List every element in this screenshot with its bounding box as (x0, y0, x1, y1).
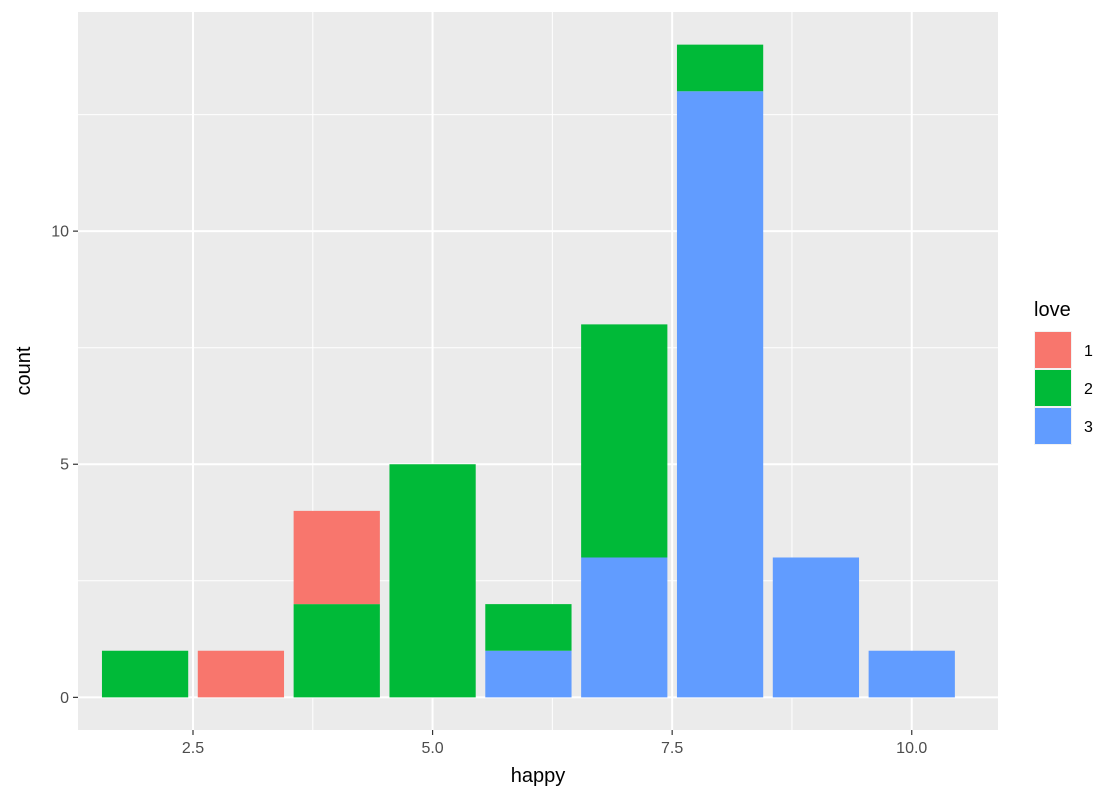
legend-swatch (1035, 370, 1071, 406)
legend-label: 1 (1084, 343, 1093, 360)
legend-label: 2 (1084, 381, 1093, 398)
bar-segment (197, 650, 285, 698)
bar-segment (772, 557, 860, 698)
bar-segment (581, 557, 668, 698)
bar-segment (676, 91, 764, 698)
bar-segment (389, 464, 476, 698)
legend-title: love (1034, 299, 1071, 321)
minor-gridlines (78, 12, 998, 730)
bar-segment (676, 44, 764, 92)
legend-label: 3 (1084, 419, 1093, 436)
bar-segment (485, 650, 572, 698)
bar-segment (868, 650, 955, 698)
x-tick-label: 2.5 (182, 740, 204, 757)
x-tick-label: 5.0 (421, 740, 443, 757)
x-tick-label: 7.5 (661, 740, 683, 757)
bars (101, 44, 955, 698)
y-axis-title: count (13, 346, 35, 395)
y-tick-label: 5 (60, 457, 69, 474)
x-axis: 2.5 5.0 7.5 10.0 (182, 730, 927, 757)
bar-segment (581, 324, 668, 558)
bar-segment (293, 510, 380, 605)
y-tick-label: 10 (51, 224, 69, 241)
bar-segment (485, 604, 572, 651)
legend: love 1 2 3 (1034, 299, 1093, 445)
y-axis: 0 5 10 (51, 224, 78, 707)
bar-segment (293, 604, 380, 698)
legend-swatch (1035, 408, 1071, 444)
x-axis-title: happy (511, 765, 566, 787)
bar-segment (101, 650, 189, 698)
x-tick-label: 10.0 (896, 740, 927, 757)
y-tick-label: 0 (60, 690, 69, 707)
legend-swatch (1035, 332, 1071, 368)
